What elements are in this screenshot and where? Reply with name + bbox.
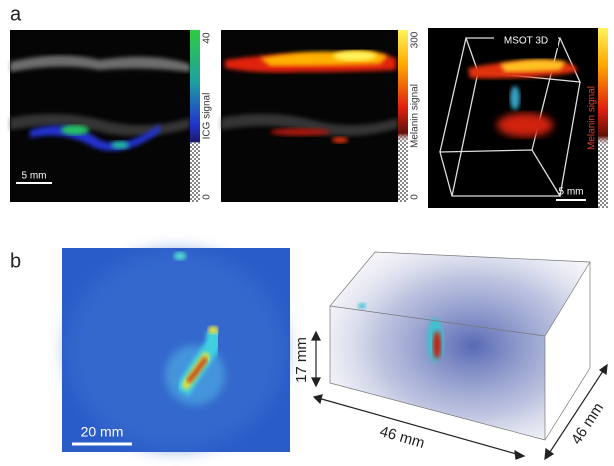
colorbar-min: 0 xyxy=(202,194,213,200)
colorbar-max: 40 xyxy=(202,32,213,44)
panel-label: b xyxy=(10,250,21,272)
width-label: 46 mm xyxy=(378,423,427,452)
ultrasound-melanin-image xyxy=(221,30,398,202)
panel-label: a xyxy=(10,3,22,25)
scale-bar-label: 5 mm xyxy=(22,171,47,182)
ultrasound-icg-image xyxy=(10,30,190,202)
colorbar-label: Melanin signal xyxy=(587,86,598,150)
colorbar-min: 0 xyxy=(410,194,421,200)
3d-volume xyxy=(311,251,608,461)
colorbar-label: ICG signal xyxy=(202,93,213,140)
scale-bar-label: 20 mm xyxy=(81,424,124,440)
msot-3d-image xyxy=(428,28,598,208)
height-label: 17 mm xyxy=(293,337,310,383)
image-title: MSOT 3D xyxy=(504,36,548,47)
scale-bar-label: 5 mm xyxy=(559,187,584,198)
depth-label: 46 mm xyxy=(568,400,607,448)
mip-image xyxy=(62,248,290,452)
colorbar-max: 300 xyxy=(410,31,421,48)
colorbar-label: Melanin signal xyxy=(410,84,421,148)
colorbar xyxy=(598,28,608,208)
colorbar xyxy=(398,30,408,202)
colorbar xyxy=(190,30,200,202)
